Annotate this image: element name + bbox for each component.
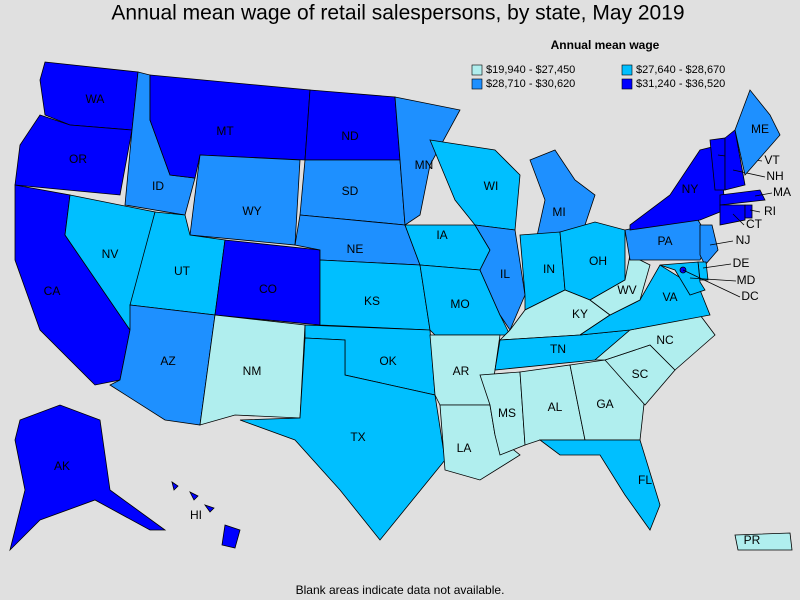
state-label: NV xyxy=(102,247,119,261)
state-label: NJ xyxy=(736,233,751,247)
state-label: ME xyxy=(751,122,769,136)
leader-line xyxy=(732,169,766,178)
state-label: HI xyxy=(190,508,202,522)
state-shape xyxy=(734,89,781,176)
state-label: CO xyxy=(259,282,277,296)
state-shape xyxy=(199,314,306,426)
state-label: CT xyxy=(746,217,763,231)
state-label: CA xyxy=(44,284,61,298)
island xyxy=(203,504,215,513)
state-label: IL xyxy=(500,267,510,281)
state-label: OH xyxy=(589,254,607,268)
leader-line xyxy=(754,192,773,197)
state-label: NE xyxy=(347,242,364,256)
leader-line xyxy=(732,213,745,226)
state-shape xyxy=(14,114,133,196)
state-shape xyxy=(239,337,446,541)
state-label: KY xyxy=(572,307,588,321)
state-label: NY xyxy=(682,182,699,196)
state-label: WA xyxy=(86,92,105,106)
state-label: MA xyxy=(773,185,791,199)
state-label: MN xyxy=(415,158,434,172)
state-label: IN xyxy=(543,262,555,276)
state-label: MO xyxy=(450,297,469,311)
island xyxy=(189,491,199,501)
state-label: FL xyxy=(638,473,652,487)
leader-line xyxy=(709,240,734,246)
state-label: AR xyxy=(453,364,470,378)
state-label: DC xyxy=(741,289,759,303)
state-label: WI xyxy=(484,179,499,193)
state-label: WV xyxy=(617,283,636,297)
legend-label: $27,640 - $28,670 xyxy=(636,64,725,76)
state-label: IA xyxy=(436,228,447,242)
state-label: NM xyxy=(243,364,262,378)
legend-swatch xyxy=(471,64,483,76)
state-label: NH xyxy=(766,169,783,183)
state-label: PA xyxy=(657,234,672,248)
state-shape xyxy=(744,204,753,219)
state-label: DE xyxy=(733,256,750,270)
state-shape xyxy=(394,96,461,226)
leader-line xyxy=(689,277,737,282)
state-label: NC xyxy=(656,333,674,347)
legend-label: $28,710 - $30,620 xyxy=(486,78,575,90)
legend-swatch xyxy=(621,64,633,76)
states: WA OR CA NV ID MT WY UT CO AZ NM ND SD NE KS OK TX MN IA MO… xyxy=(9,61,793,552)
state-label: GA xyxy=(596,397,613,411)
state-shape xyxy=(9,404,167,552)
legend-swatch xyxy=(621,78,633,90)
state-label: PR xyxy=(744,533,761,547)
state-label: ID xyxy=(152,179,164,193)
state-shape xyxy=(659,261,706,296)
leader-line xyxy=(682,269,741,298)
legend-label: $19,940 - $27,450 xyxy=(486,64,575,76)
state-shape xyxy=(719,189,766,206)
state-label: UT xyxy=(174,264,191,278)
state-label: TX xyxy=(350,430,365,444)
legend: $19,940 - $27,450 $27,640 - $28,670 $28,71… xyxy=(471,64,725,90)
legend-title: Annual mean wage xyxy=(551,38,660,52)
state-shape xyxy=(734,532,793,551)
state-shape xyxy=(529,149,596,246)
state-label: KS xyxy=(364,294,380,308)
footnote: Blank areas indicate data not available. xyxy=(296,583,505,597)
leader-line xyxy=(702,263,732,269)
state-shape xyxy=(699,224,719,266)
state-label: RI xyxy=(764,204,776,218)
state-label: ND xyxy=(341,129,359,143)
state-label: SD xyxy=(342,184,359,198)
state-label: MD xyxy=(737,273,756,287)
state-shape xyxy=(304,89,401,161)
state-label: MT xyxy=(216,124,234,138)
state-label: OR xyxy=(69,152,87,166)
leader-line xyxy=(749,209,761,213)
island xyxy=(171,481,179,491)
state-shape xyxy=(724,129,746,191)
state-label: WY xyxy=(242,204,261,218)
state-label: VA xyxy=(662,290,677,304)
title: Annual mean wage of retail salespersons,… xyxy=(111,2,684,25)
state-label: AL xyxy=(548,400,563,414)
state-shape xyxy=(221,524,241,549)
state-label: MS xyxy=(498,406,516,420)
state-label: MI xyxy=(552,205,565,219)
state-label: VT xyxy=(764,153,780,167)
state-shape xyxy=(474,224,526,331)
state-shape xyxy=(189,154,301,246)
state-shape xyxy=(589,254,651,316)
state-shape xyxy=(538,439,661,531)
state-label: OK xyxy=(379,354,396,368)
state-label: LA xyxy=(457,441,472,455)
state-label: SC xyxy=(632,367,649,381)
legend-swatch xyxy=(471,78,483,90)
state-label: TN xyxy=(550,342,566,356)
state-label: AZ xyxy=(160,354,175,368)
legend-label: $31,240 - $36,520 xyxy=(636,78,725,90)
state-label: AK xyxy=(54,459,70,473)
